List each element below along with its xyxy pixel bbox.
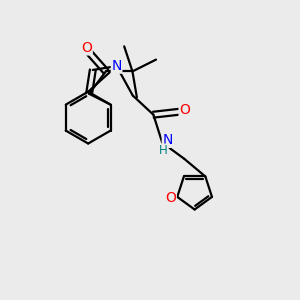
Text: N: N (111, 59, 122, 73)
Text: O: O (165, 191, 176, 206)
Text: O: O (81, 41, 92, 55)
Text: O: O (179, 103, 190, 117)
Text: N: N (162, 133, 173, 147)
Text: H: H (159, 144, 168, 157)
